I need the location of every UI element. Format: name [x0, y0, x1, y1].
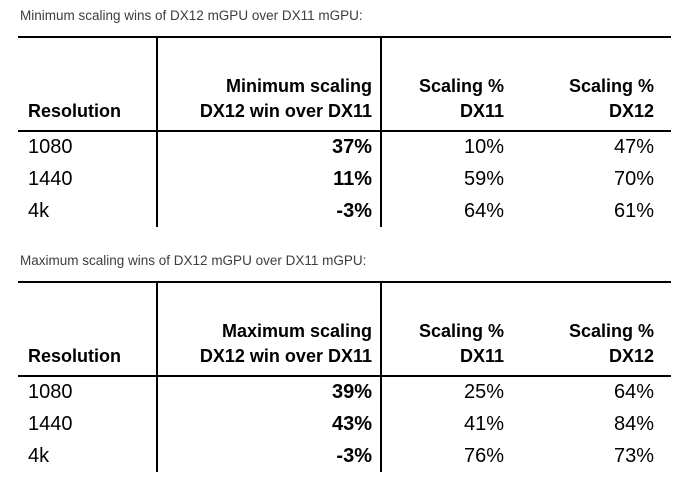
header-resolution-label: Resolution [28, 101, 121, 121]
cell-win: -3% [157, 440, 382, 472]
cell-win: -3% [157, 195, 382, 227]
table-row: 1080 39% 25% 64% [18, 376, 671, 408]
header-dx11-line2: DX11 [459, 101, 504, 121]
header-resolution: Resolution [18, 37, 158, 132]
header-scaling-dx12: Scaling % DX12 [516, 37, 671, 132]
header-scaling-dx11: Scaling % DX11 [381, 282, 516, 377]
cell-dx12: 70% [613, 167, 654, 190]
min-table-header: Resolution Minimum scaling DX12 win over… [18, 37, 671, 132]
cell-dx11: 59% [463, 167, 504, 190]
min-table-body: 1080 37% 10% 47% 1440 11% 59% 70% 4k -3%… [18, 131, 671, 227]
table-row: 4k -3% 64% 61% [18, 195, 671, 227]
cell-resolution: 1440 [18, 408, 158, 440]
header-scaling-dx11: Scaling % DX11 [381, 37, 516, 132]
max-table-caption: Maximum scaling wins of DX12 mGPU over D… [20, 253, 367, 268]
header-dx11-line1: Scaling % [418, 76, 504, 96]
header-row: Resolution Minimum scaling DX12 win over… [18, 37, 671, 132]
cell-resolution: 1440 [18, 163, 158, 195]
cell-dx11: 41% [463, 412, 504, 435]
header-scaling-dx12: Scaling % DX12 [516, 282, 671, 377]
min-scaling-table: Resolution Minimum scaling DX12 win over… [18, 36, 671, 227]
header-max-scaling-win: Maximum scaling DX12 win over DX11 [157, 282, 382, 377]
header-dx12-line2: DX12 [608, 346, 654, 366]
header-dx11-line1: Scaling % [418, 321, 504, 341]
cell-win: 37% [157, 131, 382, 163]
header-win-line2: DX12 win over DX11 [199, 101, 372, 121]
cell-dx11: 25% [463, 381, 504, 403]
header-dx11-line2: DX11 [459, 346, 504, 366]
cell-resolution: 1080 [18, 376, 158, 408]
header-min-scaling-win: Minimum scaling DX12 win over DX11 [157, 37, 382, 132]
cell-win: 39% [157, 376, 382, 408]
cell-dx12: 47% [613, 136, 654, 158]
cell-dx11: 10% [463, 136, 504, 158]
cell-win: 11% [157, 163, 382, 195]
cell-dx11: 76% [463, 444, 504, 467]
table-row: 4k -3% 76% 73% [18, 440, 671, 472]
cell-dx12: 73% [613, 444, 654, 467]
header-win-line1: Maximum scaling [221, 321, 372, 341]
cell-dx11: 64% [463, 199, 504, 222]
header-resolution-label: Resolution [28, 346, 121, 366]
min-table-caption: Minimum scaling wins of DX12 mGPU over D… [20, 8, 363, 23]
table-row: 1440 43% 41% 84% [18, 408, 671, 440]
header-win-line2: DX12 win over DX11 [199, 346, 372, 366]
max-table-body: 1080 39% 25% 64% 1440 43% 41% 84% 4k -3%… [18, 376, 671, 472]
table-row: 1440 11% 59% 70% [18, 163, 671, 195]
cell-dx12: 64% [613, 381, 654, 403]
header-dx12-line1: Scaling % [568, 321, 654, 341]
cell-resolution: 1080 [18, 131, 158, 163]
cell-resolution: 4k [18, 195, 158, 227]
header-dx12-line1: Scaling % [568, 76, 654, 96]
cell-win: 43% [157, 408, 382, 440]
header-resolution: Resolution [18, 282, 158, 377]
min-scaling-section: Minimum scaling wins of DX12 mGPU over D… [0, 0, 689, 227]
max-scaling-section: Maximum scaling wins of DX12 mGPU over D… [0, 227, 689, 472]
header-win-line1: Minimum scaling [225, 76, 372, 96]
table-row: 1080 37% 10% 47% [18, 131, 671, 163]
cell-dx12: 84% [613, 412, 654, 435]
cell-dx12: 61% [613, 199, 654, 222]
header-dx12-line2: DX12 [608, 101, 654, 121]
header-row: Resolution Maximum scaling DX12 win over… [18, 282, 671, 377]
max-scaling-table: Resolution Maximum scaling DX12 win over… [18, 281, 671, 472]
max-table-header: Resolution Maximum scaling DX12 win over… [18, 282, 671, 377]
cell-resolution: 4k [18, 440, 158, 472]
